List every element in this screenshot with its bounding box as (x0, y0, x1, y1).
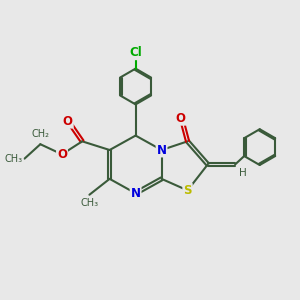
Text: Cl: Cl (129, 46, 142, 59)
Text: CH₂: CH₂ (32, 129, 50, 139)
Text: N: N (130, 187, 141, 200)
Text: H: H (238, 168, 246, 178)
Text: O: O (63, 115, 73, 128)
Text: O: O (175, 112, 185, 125)
Text: CH₃: CH₃ (80, 198, 98, 208)
Text: CH₃: CH₃ (5, 154, 23, 164)
Text: S: S (183, 184, 192, 197)
Text: N: N (157, 143, 166, 157)
Text: O: O (57, 148, 67, 161)
